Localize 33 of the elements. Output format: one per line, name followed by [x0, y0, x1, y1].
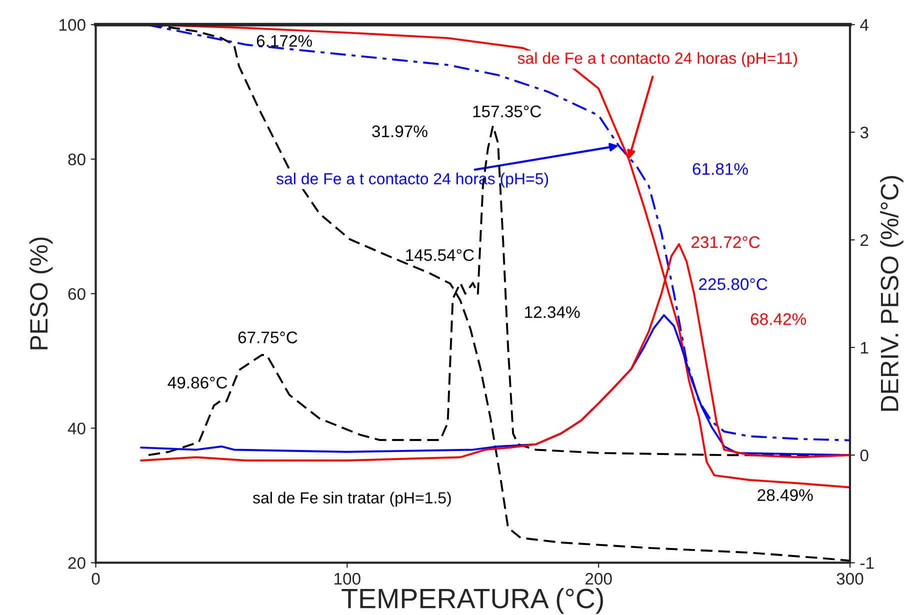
- annotation: 145.54°C: [406, 249, 474, 262]
- x-tick-label: 0: [92, 572, 100, 585]
- series-label: sal de Fe a t contacto 24 horas (pH=11): [518, 52, 798, 68]
- y-axis-title: PESO (%): [29, 238, 53, 350]
- annotation: 68.42%: [750, 313, 806, 326]
- annotation: 12.34%: [525, 306, 580, 318]
- y-tick-label: 80: [68, 154, 86, 166]
- x-tick-label: 200: [586, 572, 612, 585]
- y-tick-label: 100: [60, 19, 86, 31]
- y2-tick-label: 3: [860, 126, 868, 138]
- x-tick-label: 100: [334, 572, 360, 585]
- y2-tick-label: -1: [860, 557, 874, 569]
- y2-tick-label: 1: [860, 342, 868, 354]
- y-tick-label: 40: [68, 422, 86, 434]
- y2-tick-label: 2: [860, 234, 868, 246]
- annotation: 231.72°C: [692, 236, 760, 248]
- y-tick-label: 20: [68, 557, 86, 569]
- annotation: 28.49%: [758, 489, 813, 502]
- y2-tick-label: 4: [860, 19, 868, 31]
- annotation: 225.80°C: [699, 278, 768, 290]
- annotation: 67.75°C: [238, 332, 298, 344]
- annotation: 49.86°C: [168, 376, 228, 389]
- y-tick-label: 60: [68, 288, 86, 300]
- x-axis-title: TEMPERATURA (°C): [342, 588, 603, 614]
- annotation: 31.97%: [372, 125, 428, 138]
- y2-tick-label: 0: [860, 450, 868, 462]
- x-tick-label: 300: [836, 572, 864, 585]
- text: sal de Fe sin tratar (pH=1.5): [253, 492, 451, 507]
- y2-axis-title: DERIV. PESO (%/°C): [880, 176, 904, 411]
- annotation: 6.172%: [256, 35, 312, 47]
- annotation: 157.35°C: [473, 106, 542, 118]
- annotation: 61.81%: [692, 163, 748, 175]
- text: sal de Fe a t contacto 24 horas (pH=5): [276, 172, 548, 188]
